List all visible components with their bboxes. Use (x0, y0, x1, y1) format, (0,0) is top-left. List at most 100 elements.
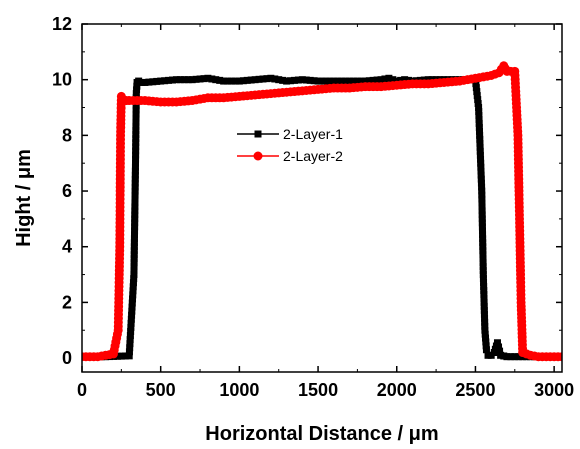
data-point-series-1 (482, 338, 490, 346)
x-tick-label: 1000 (219, 380, 259, 400)
data-point-series-1 (131, 163, 139, 171)
data-point-series-1 (479, 255, 487, 263)
data-point-series-1 (473, 88, 481, 96)
data-point-series-1 (310, 77, 318, 85)
data-point-series-1 (188, 76, 196, 84)
data-point-series-1 (131, 179, 139, 187)
data-point-series-1 (472, 80, 480, 88)
data-point-series-1 (131, 183, 139, 191)
data-point-series-1 (478, 183, 486, 191)
data-point-series-1 (477, 179, 485, 187)
data-point-series-1 (302, 76, 310, 84)
data-point-series-1 (322, 77, 330, 85)
data-point-series-1 (479, 235, 487, 243)
data-point-series-1 (132, 135, 140, 143)
data-point-series-1 (476, 139, 484, 147)
data-point-series-1 (141, 78, 149, 86)
data-point-series-1 (133, 82, 141, 90)
data-point-series-1 (271, 75, 279, 83)
data-point-series-1 (129, 279, 137, 287)
x-tick-label: 2000 (377, 380, 417, 400)
data-point-series-1 (478, 187, 486, 195)
data-point-series-1 (306, 76, 314, 84)
data-point-series-1 (127, 327, 135, 335)
data-point-series-1 (204, 74, 212, 82)
data-point-series-1 (475, 111, 483, 119)
data-point-series-1 (480, 290, 488, 298)
series-layer (82, 61, 562, 362)
data-point-series-1 (478, 211, 486, 219)
data-point-series-1 (184, 76, 192, 84)
data-point-series-1 (228, 77, 236, 85)
data-point-series-1 (131, 199, 139, 207)
data-point-series-1 (476, 131, 484, 139)
data-point-series-1 (132, 110, 140, 118)
data-point-series-1 (129, 287, 137, 295)
data-point-series-1 (346, 77, 354, 85)
data-point-series-1 (216, 76, 224, 84)
data-point-series-1 (127, 319, 135, 327)
data-point-series-1 (476, 151, 484, 159)
data-point-series-1 (477, 175, 485, 183)
series-markers-2 (82, 61, 562, 362)
data-point-series-1 (125, 348, 133, 356)
data-point-series-1 (176, 76, 184, 84)
data-point-series-1 (130, 255, 138, 263)
data-point-series-1 (473, 92, 481, 100)
data-point-series-1 (117, 352, 125, 360)
data-point-series-1 (132, 151, 140, 159)
data-point-series-1 (126, 340, 134, 348)
data-point-series-1 (113, 352, 121, 360)
data-point-series-1 (475, 127, 483, 135)
data-point-series-1 (132, 159, 140, 167)
data-point-series-1 (131, 223, 139, 231)
data-point-series-1 (132, 155, 140, 163)
data-point-series-1 (511, 353, 519, 361)
data-point-series-1 (132, 122, 140, 130)
data-point-series-1 (479, 231, 487, 239)
data-point-series-1 (251, 76, 259, 84)
data-point-series-1 (132, 131, 140, 139)
data-point-series-1 (515, 353, 523, 361)
data-point-series-1 (480, 310, 488, 318)
data-point-series-1 (130, 267, 138, 275)
data-point-series-1 (479, 267, 487, 275)
data-point-series-1 (131, 227, 139, 235)
data-point-series-1 (161, 77, 169, 85)
y-tick-label: 2 (62, 292, 72, 312)
data-point-series-1 (298, 76, 306, 84)
data-point-series-1 (130, 263, 138, 271)
data-point-series-1 (275, 76, 283, 84)
data-point-series-1 (149, 78, 157, 86)
y-tick-label: 8 (62, 125, 72, 145)
data-point-series-1 (128, 307, 136, 315)
plot-frame-layer (81, 23, 563, 373)
data-point-series-1 (131, 215, 139, 223)
data-point-series-1 (130, 231, 138, 239)
series-1 (82, 74, 562, 361)
data-point-series-1 (263, 75, 271, 83)
data-point-series-1 (127, 315, 135, 323)
data-point-series-1 (224, 77, 232, 85)
data-point-series-1 (126, 332, 134, 340)
x-axis-title: Horizontal Distance / μm (205, 423, 438, 445)
data-point-series-1 (503, 353, 511, 361)
legend: 2-Layer-1 2-Layer-2 (237, 126, 343, 164)
data-point-series-1 (130, 243, 138, 251)
data-point-series-1 (128, 303, 136, 311)
data-point-series-1 (132, 106, 140, 114)
series-line-2 (82, 64, 562, 358)
data-point-series-1 (480, 282, 488, 290)
data-point-series-1 (381, 75, 389, 83)
data-point-series-1 (212, 76, 220, 84)
data-point-series-1 (385, 74, 393, 82)
data-point-series-1 (126, 344, 134, 352)
data-point-series-1 (401, 76, 409, 84)
data-point-series-1 (377, 76, 385, 84)
axes: 0 500 1000 1500 2000 2500 3000 0 2 4 6 8 10 12 (52, 14, 574, 400)
y-axis-title: Hight / μm (13, 149, 35, 247)
data-point-series-1 (220, 77, 228, 85)
data-point-series-1 (479, 259, 487, 267)
data-point-series-1 (480, 306, 488, 314)
data-point-series-1 (479, 275, 487, 283)
